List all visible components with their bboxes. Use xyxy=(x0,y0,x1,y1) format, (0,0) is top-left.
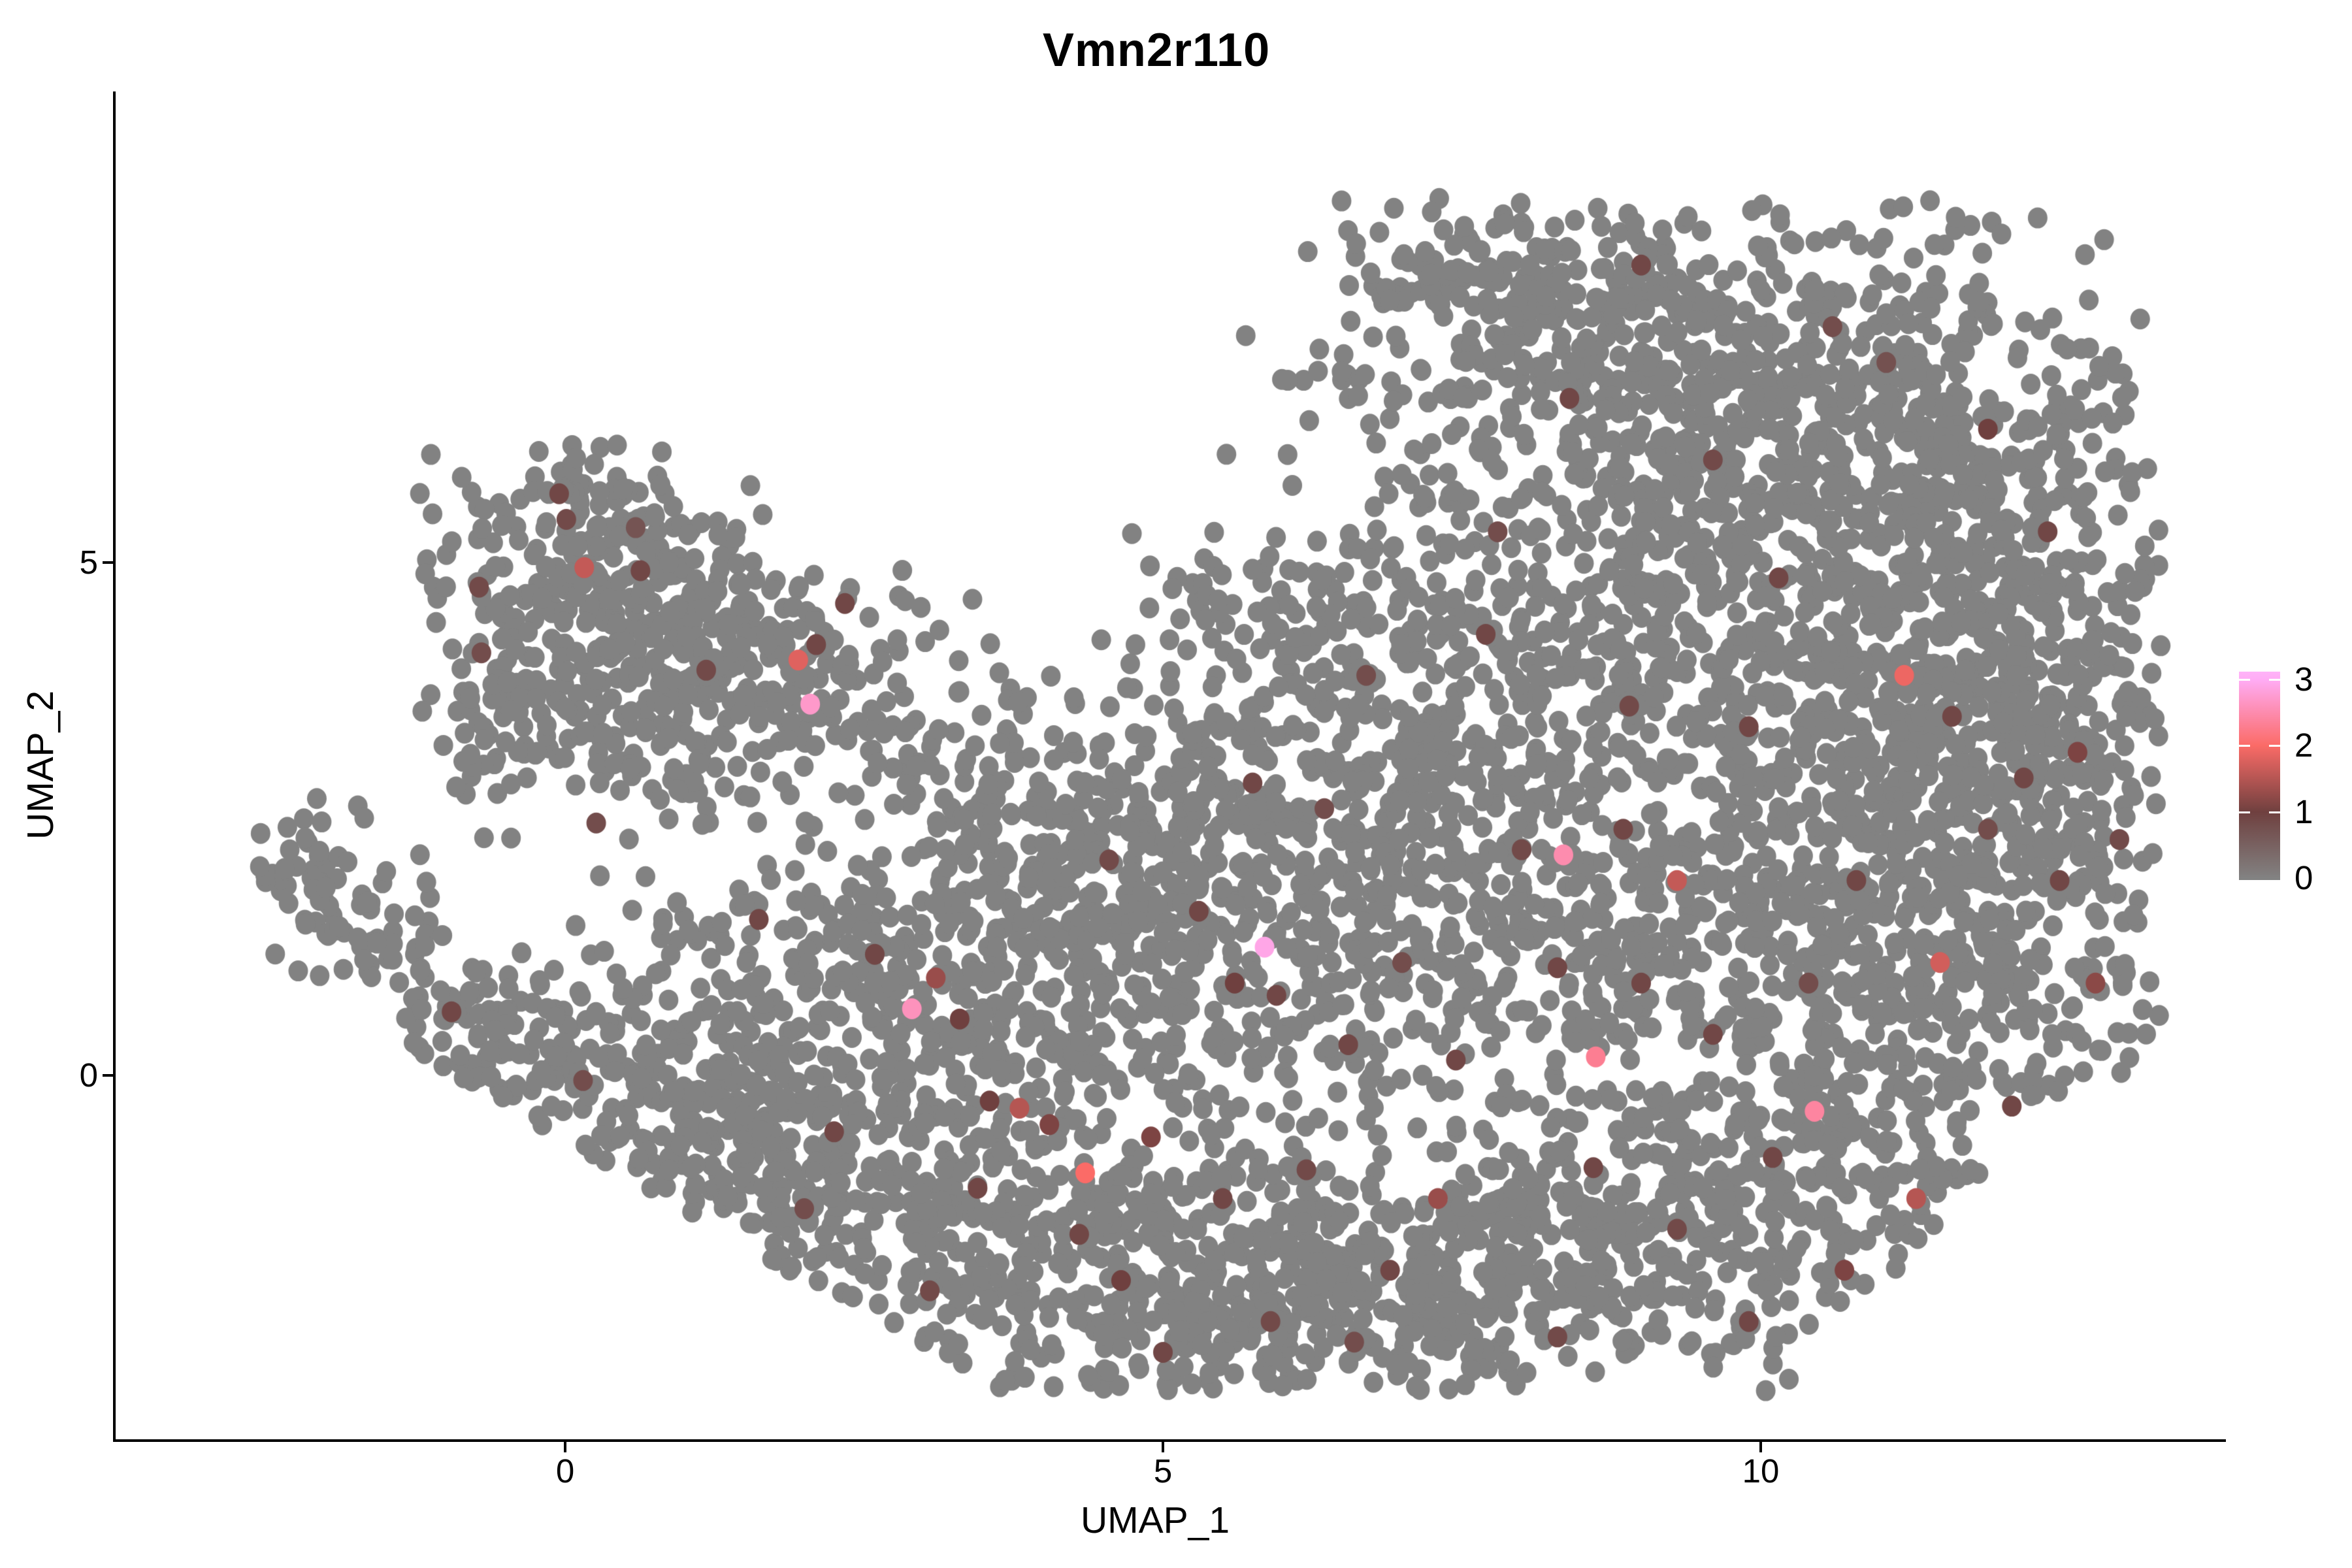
y-tick-label-0: 0 xyxy=(79,1056,98,1094)
legend-label-0: 0 xyxy=(2295,859,2313,896)
legend-tick-dash-1-left xyxy=(2239,811,2250,813)
legend-tick-dash-1-right xyxy=(2269,811,2280,813)
y-tick-label-5: 5 xyxy=(79,544,98,581)
x-tick-label-5: 5 xyxy=(1153,1452,1173,1490)
x-axis-line xyxy=(113,1439,2226,1442)
x-tick-label-10: 10 xyxy=(1742,1452,1780,1490)
y-tick-mark-5 xyxy=(103,561,113,564)
legend-label-1: 1 xyxy=(2295,793,2313,830)
x-axis-title: UMAP_1 xyxy=(1080,1499,1230,1541)
x-tick-mark-10 xyxy=(1759,1442,1762,1452)
x-tick-mark-0 xyxy=(564,1442,566,1452)
legend-label-2: 2 xyxy=(2295,727,2313,764)
y-axis-line xyxy=(113,91,116,1442)
legend-label-3: 3 xyxy=(2295,661,2313,698)
legend-tick-dash-3-left xyxy=(2239,679,2250,681)
x-tick-label-0: 0 xyxy=(555,1452,575,1490)
legend-colorbar xyxy=(2239,672,2280,880)
legend-tick-dash-2-right xyxy=(2269,745,2280,747)
y-axis-title: UMAP_2 xyxy=(20,690,61,840)
legend-tick-dash-3-right xyxy=(2269,679,2280,681)
y-tick-mark-0 xyxy=(103,1074,113,1077)
x-tick-mark-5 xyxy=(1162,1442,1164,1452)
plot-title: Vmn2r110 xyxy=(1042,24,1271,76)
legend-tick-dash-2-left xyxy=(2239,745,2250,747)
